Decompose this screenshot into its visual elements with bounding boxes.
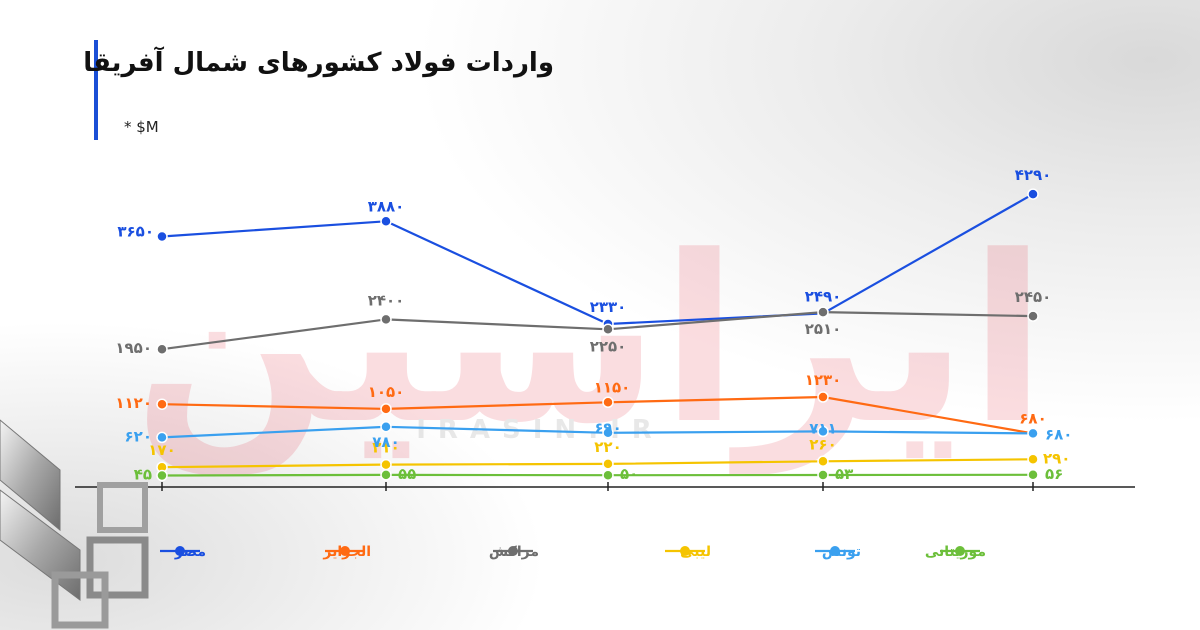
series-4: ۱۷۰ ۲۱۰ ۲۲۰ ۲۶۰ ۲۹۰ [148,435,1070,473]
data-point [602,469,614,481]
data-label: ۷۱۱ [809,419,836,437]
data-label: ۷۸۰ [372,433,399,451]
series-2: ۱۱۲۰ ۱۰۵۰ ۱۱۵۰ ۱۲۳۰ ۶۸۰ [115,371,1047,440]
chart-legend: مصر الجزایر مراکش لیبی تونس موریتانی [160,544,986,560]
data-label: ۲۹۰ [1043,449,1070,467]
data-point [817,306,829,318]
unit-note: * $M [124,118,159,136]
data-point [602,458,614,470]
chart-title: واردات فولاد کشورهای شمال آفریقا [83,48,554,78]
legend-item: الجزایر [322,544,371,560]
legend-label: تونس [822,544,861,560]
legend-item: تونس [815,544,861,560]
data-label: ۲۶۰ [809,435,836,453]
data-point [602,396,614,409]
data-point [156,230,168,243]
legend-label: مصر [174,544,206,560]
series-6: ۴۵ ۵۵ ۵۰ ۵۳ ۵۶ [134,465,1064,484]
series-1: ۳۶۵۰ ۳۸۸۰ ۲۳۳۰ ۲۴۹۰ ۴۲۹۰ [117,166,1052,330]
steel-tubes-illustration [0,419,149,629]
data-point [1027,453,1039,466]
data-label: ۲۴۵۰ [1015,288,1052,306]
data-label: ۲۲۰ [594,438,621,456]
data-label: ۲۳۳۰ [590,298,627,316]
legend-label: لیبی [680,544,711,560]
legend-item: مراکش [489,544,539,560]
x-axis-ticks [161,482,1034,491]
data-point [602,323,614,336]
data-label: ۴۲۹۰ [1015,166,1052,184]
data-point [380,421,392,433]
data-point [602,427,614,439]
data-point [817,391,829,403]
series-3: ۱۹۵۰ ۲۴۰۰ ۲۲۵۰ ۲۵۱۰ ۲۴۵۰ [115,288,1051,357]
data-point [817,455,829,468]
data-point [380,215,392,228]
data-point [380,313,392,326]
data-label: ۵۶ [1045,465,1063,483]
legend-item: مصر [160,544,206,560]
data-label: ۲۵۱۰ [805,320,842,338]
legend-item: لیبی [665,544,711,560]
data-label: ۵۰ [620,465,638,483]
title-accent-bar [94,40,98,140]
legend-marker [955,546,965,556]
legend-item: موریتانی [925,544,986,560]
data-label: ۲۴۰۰ [368,291,405,309]
legend-label: الجزایر [322,544,371,560]
data-label: ۴۵ [134,466,152,484]
data-label: ۱۰۵۰ [368,383,405,401]
legend-marker [830,546,840,556]
data-point [380,458,392,471]
data-label: ۱۱۲۰ [115,394,152,412]
legend-marker [508,546,518,556]
data-label: ۲۲۵۰ [590,337,627,355]
legend-marker [175,546,185,556]
data-label: ۵۳ [835,465,853,483]
data-label: ۶۹۰ [594,419,621,437]
data-label: ۱۷۰ [148,441,175,459]
legend-marker [680,546,690,556]
data-point [817,469,829,481]
data-point [156,469,168,482]
data-point [380,469,392,481]
data-point [817,425,829,438]
data-label: ۱۹۵۰ [115,339,152,357]
series-line [161,473,1034,477]
data-point [1027,310,1039,322]
data-label: ۲۱۰ [372,439,399,457]
data-point [380,403,392,415]
data-label: ۳۸۸۰ [368,197,405,215]
data-label: ۳۶۵۰ [117,223,154,241]
data-point [1027,188,1039,200]
data-label: ۵۵ [398,465,416,483]
legend-label: موریتانی [925,544,986,560]
data-point [156,431,168,444]
data-point [1027,469,1039,481]
data-label: ۶۸۰ [1019,409,1046,427]
data-point [1027,427,1039,440]
legend-marker [340,546,350,556]
data-label: ۲۴۹۰ [805,287,842,305]
data-point [156,343,168,355]
legend-label: مراکش [489,544,539,560]
data-point [156,398,168,410]
series-5: ۶۲۰ ۷۸۰ ۶۹۰ ۷۱۱ ۶۸۰ [125,419,1073,451]
data-label: ۱۲۳۰ [805,371,842,389]
data-label: ۶۸۰ [1045,425,1072,443]
data-label: ۶۲۰ [125,427,152,445]
data-label: ۱۱۵۰ [594,378,631,396]
